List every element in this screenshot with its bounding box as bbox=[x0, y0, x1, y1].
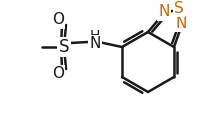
Text: S: S bbox=[174, 1, 184, 16]
Text: O: O bbox=[52, 66, 64, 81]
Text: N: N bbox=[176, 16, 187, 31]
Text: O: O bbox=[52, 12, 64, 27]
Text: N: N bbox=[159, 4, 170, 19]
Text: S: S bbox=[59, 38, 69, 56]
Text: N: N bbox=[89, 36, 101, 51]
Text: H: H bbox=[90, 29, 100, 43]
